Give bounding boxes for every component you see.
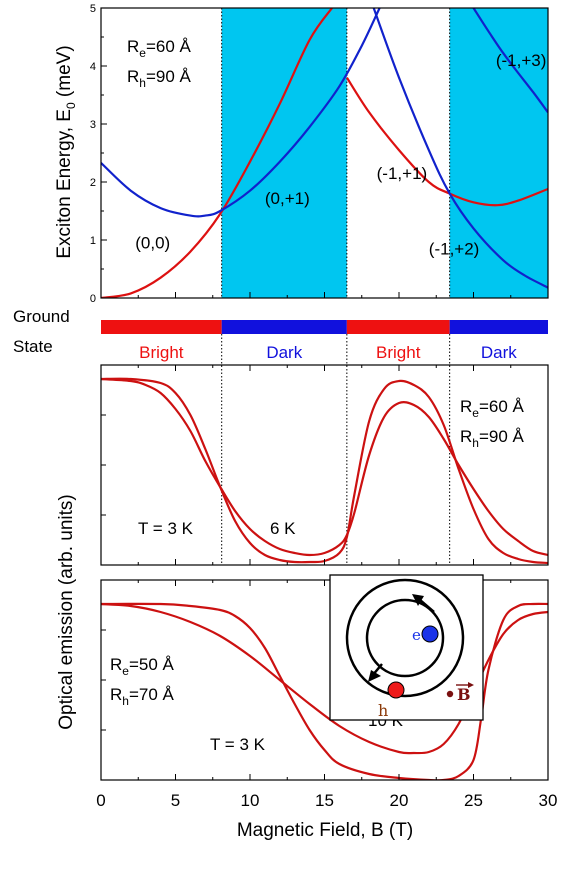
dark-region-0: [221, 8, 347, 298]
state-label: State: [13, 337, 53, 356]
ground-label: Ground: [13, 307, 70, 326]
energy-ytick-label-1: 1: [90, 235, 96, 247]
em2-ticks: [100, 579, 549, 781]
ground-segment-label-0: Bright: [139, 343, 184, 362]
hole-dot: [387, 681, 405, 699]
energy-annotation-0: (0,0): [135, 234, 170, 253]
energy-curve-2: [101, 8, 381, 218]
x-tick-label-0: 0: [96, 791, 105, 810]
hole-orbit: [345, 578, 465, 698]
energy-curve-3: [372, 8, 548, 289]
x-tick-label-5: 25: [464, 791, 483, 810]
ground-segment-label-2: Bright: [376, 343, 421, 362]
energy-ytick-label-0: 0: [90, 293, 96, 305]
emission3-curve-0: [101, 602, 548, 780]
x-tick-labels: 0 5 10 15 20 25 30: [96, 791, 557, 810]
energy-annotation-2: (-1,+1): [377, 164, 428, 183]
em1-ticks: [100, 364, 549, 566]
x-tick-label-1: 5: [171, 791, 180, 810]
emission-ylabel: Optical emission (arb. units): [56, 494, 77, 729]
em1-temp-label-2: 6 K: [270, 519, 296, 538]
dark-regions: [221, 8, 548, 298]
emission2-curve-0: [101, 377, 548, 565]
hole-label: h: [378, 701, 388, 720]
dark-region-1: [449, 8, 548, 298]
x-tick-label-4: 20: [390, 791, 409, 810]
em1-dividers: [221, 334, 451, 565]
electron-dot: [421, 625, 439, 643]
ground-segment-0: [101, 320, 222, 334]
energy-ylabel: Exciton Energy, E0 (meV): [54, 45, 78, 258]
x-tick-label-2: 10: [241, 791, 260, 810]
em2-rh-param: Rh=70 Å: [110, 685, 175, 708]
electron-arrow: [419, 599, 435, 613]
emission-panel-1: Re=60 Å Rh=90 Å T = 3 K 6 K: [100, 334, 549, 566]
energy-curve-0: [101, 8, 333, 298]
ground-segment-2: [346, 320, 450, 334]
field-label: B: [457, 685, 471, 704]
electron-label: e: [412, 626, 421, 644]
hole-arrowhead-icon: [368, 670, 381, 682]
energy-ytick-label-5: 5: [90, 3, 96, 15]
energy-rh-param: Rh=90 Å: [127, 67, 192, 90]
em1-temp-label-1: T = 3 K: [138, 519, 194, 538]
energy-ytick-label-4: 4: [90, 61, 96, 73]
energy-ytick-label-2: 2: [90, 177, 96, 189]
emission2-curve-1: [101, 377, 548, 557]
em1-curves: [101, 377, 548, 565]
x-tick-label-3: 15: [315, 791, 334, 810]
em1-rh-param: Rh=90 Å: [460, 427, 525, 450]
ground-segment-label-3: Dark: [481, 343, 517, 362]
field-vector-head-icon: [468, 682, 474, 688]
electron-orbit: [365, 598, 445, 678]
ground-segment-label-1: Dark: [266, 343, 302, 362]
em2-curves: [101, 602, 548, 780]
energy-annotation-4: (-1,+3): [496, 51, 547, 70]
x-tick-label-6: 30: [539, 791, 558, 810]
energy-annotation-1: (0,+1): [265, 189, 310, 208]
xlabel: Magnetic Field, B (T): [237, 820, 413, 841]
energy-annotations: (0,0) (0,+1) (-1,+1) (-1,+2) (-1,+3): [135, 51, 546, 259]
ground-segment-1: [221, 320, 347, 334]
em2-temp-label-1: T = 3 K: [210, 735, 266, 754]
ground-state-bar: Ground State Bright Dark Bright Dark: [13, 307, 548, 362]
energy-ytick-label-3: 3: [90, 119, 96, 131]
energy-curve-4: [472, 8, 548, 114]
field-dot-icon: [446, 690, 454, 698]
orbit-inset: e h B: [329, 574, 484, 721]
ground-segment-3: [449, 320, 548, 334]
ground-segments: Bright Dark Bright Dark: [101, 320, 548, 362]
energy-dividers: [221, 8, 451, 298]
em1-re-param: Re=60 Å: [460, 397, 525, 420]
electron-arrowhead-icon: [412, 594, 424, 606]
emission3-curve-1: [101, 602, 548, 755]
energy-curves: [101, 8, 548, 298]
em2-re-param: Re=50 Å: [110, 655, 175, 678]
energy-re-param: Re=60 Å: [127, 37, 192, 60]
energy-ticks: 0 1 2 3 4 5: [90, 3, 549, 305]
energy-annotation-3: (-1,+2): [429, 240, 480, 259]
